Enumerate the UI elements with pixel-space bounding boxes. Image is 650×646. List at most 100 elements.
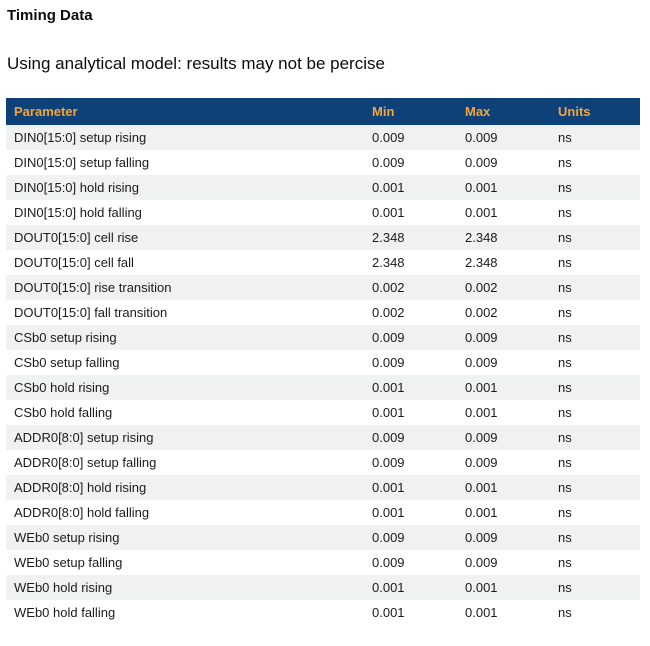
param-cell: CSb0 setup falling: [14, 355, 120, 370]
max-cell: 0.001: [465, 480, 498, 495]
table-row: CSb0 setup rising 0.009 0.009 ns: [6, 325, 640, 350]
units-cell: ns: [558, 580, 572, 595]
param-cell: DIN0[15:0] hold falling: [14, 205, 142, 220]
param-cell: ADDR0[8:0] hold falling: [14, 505, 150, 520]
units-cell: ns: [558, 430, 572, 445]
units-cell: ns: [558, 255, 572, 270]
units-cell: ns: [558, 130, 572, 145]
param-cell: DIN0[15:0] hold rising: [14, 180, 140, 195]
min-cell: 0.001: [372, 380, 405, 395]
table-row: DIN0[15:0] hold rising 0.001 0.001 ns: [6, 175, 640, 200]
column-header-units: Units: [550, 98, 640, 125]
table-row: WEb0 hold rising 0.001 0.001 ns: [6, 575, 640, 600]
min-cell: 0.001: [372, 605, 405, 620]
table-body: DIN0[15:0] setup rising 0.009 0.009 ns DIN0[…: [6, 125, 640, 625]
param-cell: CSb0 hold rising: [14, 380, 110, 395]
min-cell: 2.348: [372, 255, 405, 270]
max-cell: 0.001: [465, 405, 498, 420]
max-cell: 0.001: [465, 205, 498, 220]
table-row: DIN0[15:0] setup rising 0.009 0.009 ns: [6, 125, 640, 150]
max-cell: 0.009: [465, 555, 498, 570]
min-cell: 0.009: [372, 155, 405, 170]
min-cell: 0.009: [372, 455, 405, 470]
units-cell: ns: [558, 180, 572, 195]
max-cell: 0.009: [465, 130, 498, 145]
max-cell: 0.009: [465, 530, 498, 545]
max-cell: 0.001: [465, 580, 498, 595]
param-cell: DOUT0[15:0] rise transition: [14, 280, 172, 295]
table-row: DOUT0[15:0] rise transition 0.002 0.002 ns: [6, 275, 640, 300]
column-header-max: Max: [457, 98, 550, 125]
units-cell: ns: [558, 280, 572, 295]
table-row: CSb0 hold falling 0.001 0.001 ns: [6, 400, 640, 425]
min-cell: 0.001: [372, 405, 405, 420]
units-cell: ns: [558, 305, 572, 320]
max-cell: 0.009: [465, 430, 498, 445]
min-cell: 0.001: [372, 180, 405, 195]
units-cell: ns: [558, 155, 572, 170]
min-cell: 0.009: [372, 355, 405, 370]
min-cell: 0.009: [372, 130, 405, 145]
page-title: Timing Data: [7, 7, 93, 24]
min-cell: 0.009: [372, 530, 405, 545]
table-row: DIN0[15:0] hold falling 0.001 0.001 ns: [6, 200, 640, 225]
table-row: DOUT0[15:0] fall transition 0.002 0.002 ns: [6, 300, 640, 325]
table-row: ADDR0[8:0] hold falling 0.001 0.001 ns: [6, 500, 640, 525]
param-cell: ADDR0[8:0] hold rising: [14, 480, 147, 495]
min-cell: 0.001: [372, 580, 405, 595]
units-cell: ns: [558, 505, 572, 520]
table-row: WEb0 setup rising 0.009 0.009 ns: [6, 525, 640, 550]
min-cell: 0.001: [372, 480, 405, 495]
min-cell: 0.001: [372, 505, 405, 520]
param-cell: DIN0[15:0] setup falling: [14, 155, 150, 170]
min-cell: 0.009: [372, 330, 405, 345]
table-row: DOUT0[15:0] cell rise 2.348 2.348 ns: [6, 225, 640, 250]
units-cell: ns: [558, 230, 572, 245]
min-cell: 0.009: [372, 430, 405, 445]
max-cell: 0.002: [465, 280, 498, 295]
min-cell: 0.002: [372, 305, 405, 320]
param-cell: WEb0 hold falling: [14, 605, 116, 620]
max-cell: 0.001: [465, 180, 498, 195]
param-cell: DOUT0[15:0] cell rise: [14, 230, 139, 245]
table-row: DOUT0[15:0] cell fall 2.348 2.348 ns: [6, 250, 640, 275]
page-subtitle: Using analytical model: results may not …: [7, 54, 385, 73]
param-cell: CSb0 hold falling: [14, 405, 113, 420]
max-cell: 0.009: [465, 155, 498, 170]
min-cell: 0.009: [372, 555, 405, 570]
max-cell: 0.009: [465, 355, 498, 370]
timing-table: Parameter Min Max Units DIN0[15:0] setup…: [6, 98, 640, 625]
max-cell: 0.001: [465, 380, 498, 395]
max-cell: 0.001: [465, 605, 498, 620]
units-cell: ns: [558, 405, 572, 420]
min-cell: 0.001: [372, 205, 405, 220]
units-cell: ns: [558, 605, 572, 620]
table-row: ADDR0[8:0] setup rising 0.009 0.009 ns: [6, 425, 640, 450]
units-cell: ns: [558, 555, 572, 570]
units-cell: ns: [558, 330, 572, 345]
table-row: WEb0 setup falling 0.009 0.009 ns: [6, 550, 640, 575]
table-row: DIN0[15:0] setup falling 0.009 0.009 ns: [6, 150, 640, 175]
units-cell: ns: [558, 380, 572, 395]
min-cell: 2.348: [372, 230, 405, 245]
max-cell: 0.009: [465, 455, 498, 470]
param-cell: DOUT0[15:0] cell fall: [14, 255, 134, 270]
min-cell: 0.002: [372, 280, 405, 295]
param-cell: ADDR0[8:0] setup rising: [14, 430, 154, 445]
column-header-parameter: Parameter: [6, 98, 364, 125]
max-cell: 2.348: [465, 255, 498, 270]
param-cell: DOUT0[15:0] fall transition: [14, 305, 168, 320]
table-row: ADDR0[8:0] hold rising 0.001 0.001 ns: [6, 475, 640, 500]
table-row: ADDR0[8:0] setup falling 0.009 0.009 ns: [6, 450, 640, 475]
param-cell: ADDR0[8:0] setup falling: [14, 455, 157, 470]
max-cell: 2.348: [465, 230, 498, 245]
param-cell: WEb0 setup rising: [14, 530, 120, 545]
max-cell: 0.001: [465, 505, 498, 520]
param-cell: CSb0 setup rising: [14, 330, 117, 345]
table-row: CSb0 setup falling 0.009 0.009 ns: [6, 350, 640, 375]
units-cell: ns: [558, 205, 572, 220]
max-cell: 0.002: [465, 305, 498, 320]
units-cell: ns: [558, 455, 572, 470]
param-cell: WEb0 setup falling: [14, 555, 123, 570]
